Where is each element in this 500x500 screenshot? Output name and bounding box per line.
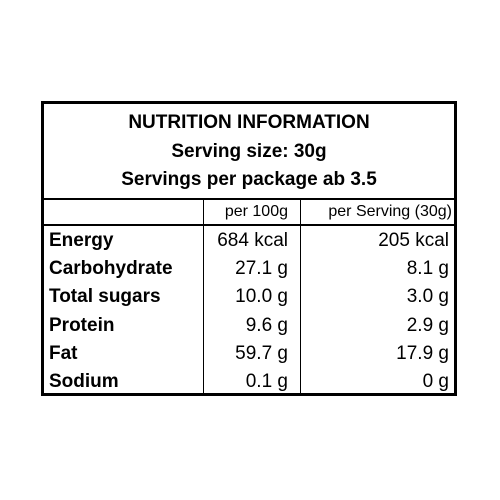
nutrition-title: NUTRITION INFORMATION: [128, 112, 370, 133]
value-per-serving: 3.0 g: [406, 286, 449, 307]
value-per-100g: 10.0 g: [235, 286, 288, 307]
value-per-serving: 2.9 g: [406, 315, 449, 336]
nutrition-panel: NUTRITION INFORMATION Serving size: 30g …: [41, 101, 457, 396]
table-row: Total sugars 10.0 g 3.0 g: [44, 283, 454, 311]
column-divider: [203, 200, 204, 393]
value-per-serving: 205 kcal: [378, 230, 449, 251]
table-row: Sodium 0.1 g 0 g: [44, 368, 454, 396]
nutrient-name: Fat: [49, 343, 78, 364]
serving-size: Serving size: 30g: [171, 141, 327, 162]
column-header-row: per 100g per Serving (30g): [44, 200, 454, 226]
nutrition-header: NUTRITION INFORMATION Serving size: 30g …: [44, 104, 454, 200]
value-per-100g: 9.6 g: [245, 315, 288, 336]
column-header-per-serving: per Serving (30g): [328, 203, 452, 220]
servings-per-package: Servings per package ab 3.5: [121, 169, 377, 190]
value-per-100g: 59.7 g: [235, 343, 288, 364]
value-per-100g: 0.1 g: [245, 371, 288, 392]
table-row: Energy 684 kcal 205 kcal: [44, 227, 454, 255]
column-header-per-100g: per 100g: [224, 203, 288, 220]
value-per-100g: 27.1 g: [235, 258, 288, 279]
table-row: Carbohydrate 27.1 g 8.1 g: [44, 255, 454, 283]
value-per-serving: 8.1 g: [406, 258, 449, 279]
nutrient-name: Carbohydrate: [49, 258, 173, 279]
value-per-serving: 0 g: [422, 371, 449, 392]
column-divider: [300, 200, 301, 393]
table-row: Protein 9.6 g 2.9 g: [44, 312, 454, 340]
nutrient-name: Protein: [49, 315, 115, 336]
nutrient-name: Sodium: [49, 371, 119, 392]
nutrient-name: Total sugars: [49, 286, 161, 307]
table-row: Fat 59.7 g 17.9 g: [44, 340, 454, 368]
value-per-100g: 684 kcal: [217, 230, 288, 251]
nutrient-rows: Energy 684 kcal 205 kcal Carbohydrate 27…: [44, 226, 454, 393]
nutrient-name: Energy: [49, 230, 114, 251]
value-per-serving: 17.9 g: [396, 343, 449, 364]
